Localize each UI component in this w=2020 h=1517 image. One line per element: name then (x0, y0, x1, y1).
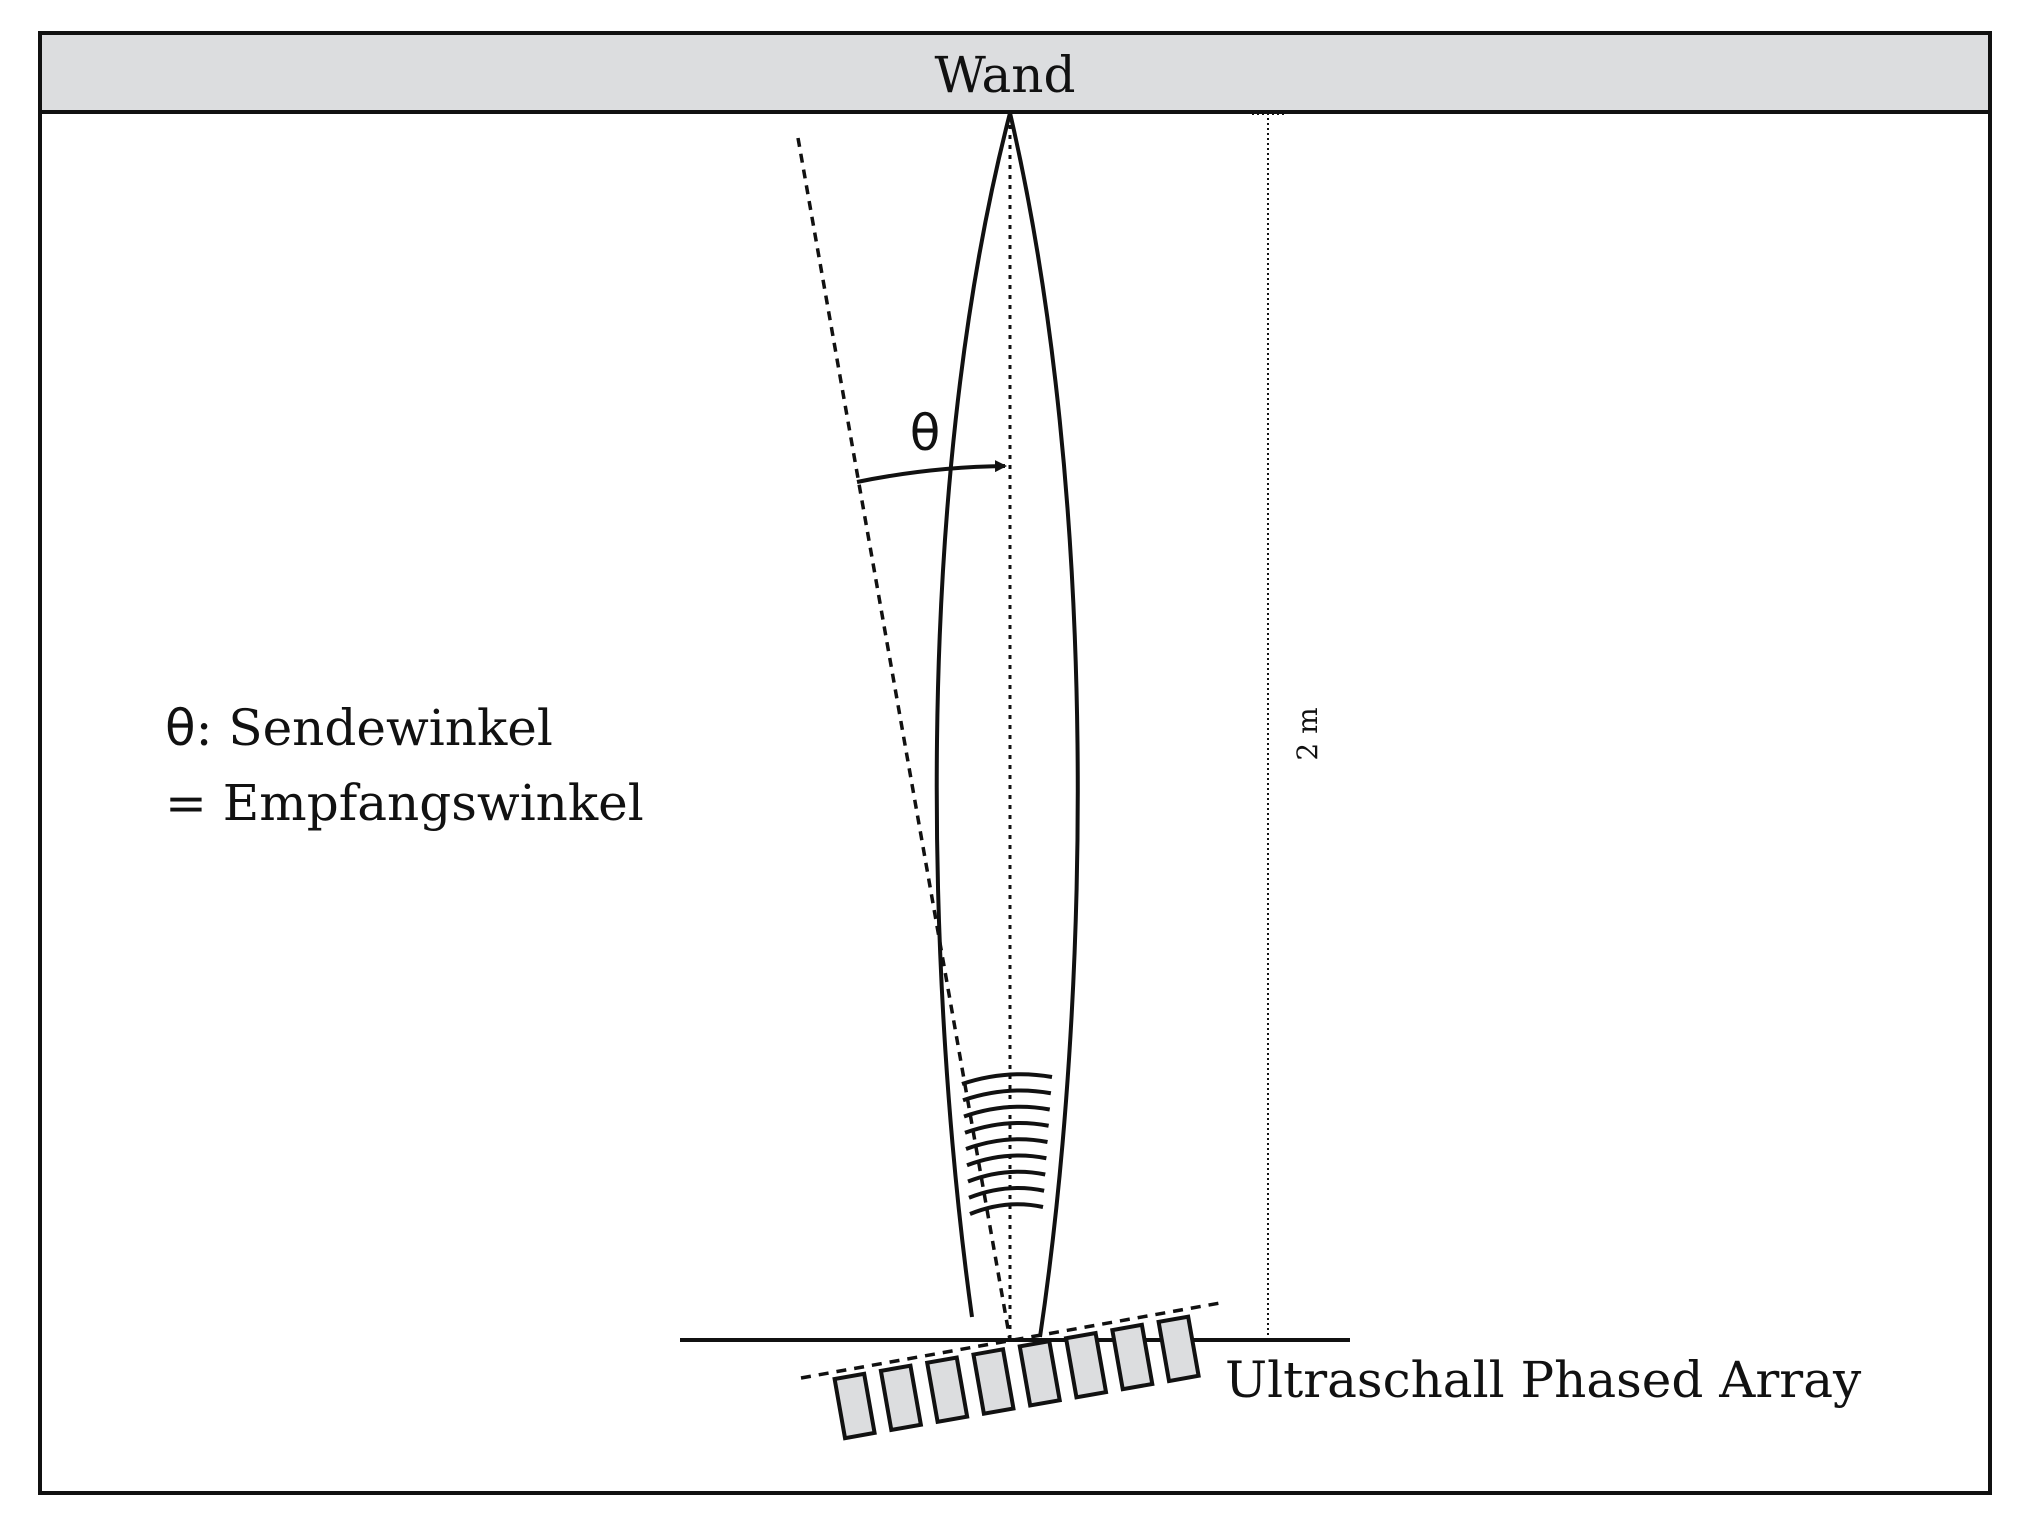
array-element (924, 1355, 970, 1425)
wave-front-arc (965, 1137, 1048, 1151)
wave-front-arc (968, 1185, 1045, 1200)
legend-sendewinkel: : Sendewinkel (196, 699, 553, 757)
distance-label: 2 m (1291, 707, 1324, 760)
wave-front-arc (966, 1153, 1047, 1168)
angle-arc-arrow (856, 460, 1007, 484)
wall-band (38, 31, 1992, 114)
wall-label: Wand (934, 46, 1075, 104)
wave-front-arc (962, 1088, 1052, 1103)
angle-symbol: θ (910, 404, 941, 462)
array-elements (832, 1314, 1201, 1441)
legend-line-2: = Empfangswinkel (165, 774, 644, 832)
wave-front-arc (967, 1169, 1046, 1184)
beam-lobe (934, 112, 1080, 1338)
wave-fronts (961, 1072, 1053, 1216)
wave-front-arc (964, 1121, 1050, 1135)
array-element (832, 1371, 877, 1441)
wave-front-arc (969, 1202, 1044, 1216)
array-element (1063, 1330, 1109, 1400)
array-element (878, 1363, 924, 1433)
legend-line-1: θ: Sendewinkel (165, 699, 553, 757)
array-element (971, 1347, 1016, 1416)
array-label: Ultraschall Phased Array (1225, 1351, 1862, 1409)
wave-front-arc (961, 1072, 1053, 1086)
legend-theta-symbol: θ (165, 699, 196, 757)
array-element (1110, 1322, 1155, 1392)
array-element (1017, 1338, 1063, 1408)
outer-frame (38, 31, 1992, 1495)
array-normal-line (796, 137, 1012, 1341)
wave-front-arc (963, 1104, 1051, 1119)
array-element (1156, 1314, 1201, 1384)
